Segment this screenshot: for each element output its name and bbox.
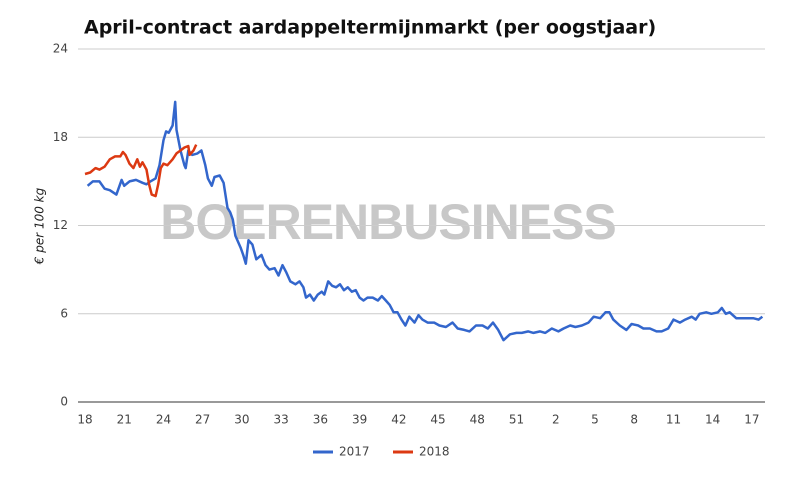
y-tick-label: 18: [53, 130, 68, 144]
x-tick-label: 33: [274, 413, 289, 427]
y-tick-label: 12: [53, 218, 68, 232]
x-tick-label: 27: [195, 413, 210, 427]
x-tick-label: 30: [234, 413, 249, 427]
x-tick-label: 45: [430, 413, 445, 427]
legend-label: 2017: [339, 445, 370, 459]
x-tick-label: 39: [352, 413, 367, 427]
x-tick-label: 48: [470, 413, 485, 427]
x-tick-label: 18: [77, 413, 92, 427]
x-tick-label: 51: [509, 413, 524, 427]
x-tick-label: 14: [705, 413, 720, 427]
y-tick-label: 0: [60, 395, 68, 409]
x-tick-label: 8: [630, 413, 638, 427]
x-tick-label: 2: [552, 413, 560, 427]
x-tick-label: 36: [313, 413, 328, 427]
x-tick-label: 17: [744, 413, 759, 427]
x-tick-label: 24: [156, 413, 171, 427]
y-tick-label: 6: [60, 306, 68, 320]
x-tick-label: 5: [591, 413, 599, 427]
x-tick-label: 11: [666, 413, 681, 427]
y-axis-label: € per 100 kg: [33, 187, 47, 265]
x-tick-label: 42: [391, 413, 406, 427]
data-line: [84, 144, 198, 198]
x-tick-label: 21: [117, 413, 132, 427]
legend-label: 2018: [419, 445, 450, 459]
watermark: BOERENBUSINESS: [160, 194, 616, 250]
chart-title: April-contract aardappeltermijnmarkt (pe…: [84, 17, 656, 39]
y-tick-label: 24: [53, 42, 68, 56]
